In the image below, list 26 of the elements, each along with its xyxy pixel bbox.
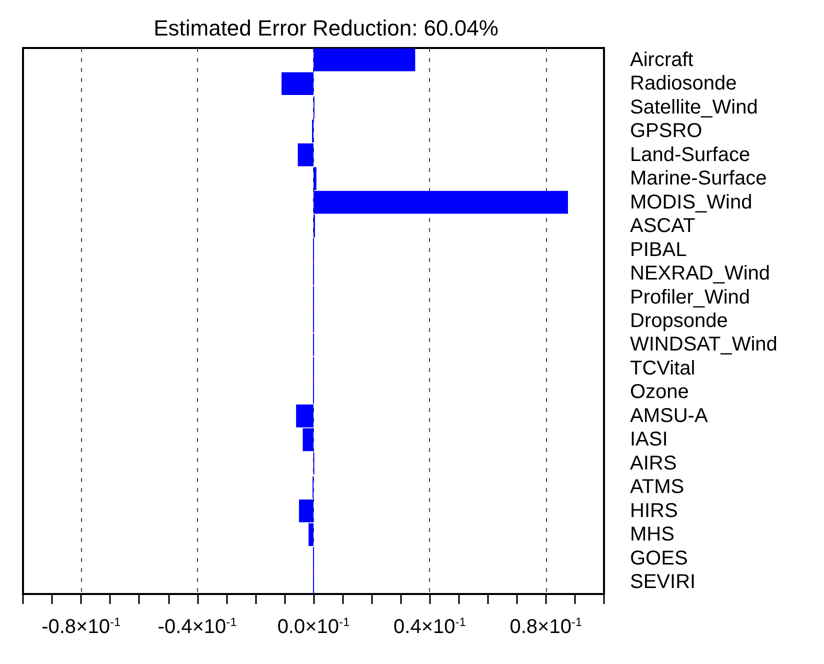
- y-tick-label: HIRS: [630, 500, 678, 522]
- y-tick-label: AIRS: [630, 452, 677, 474]
- y-tick-label: MHS: [630, 524, 674, 546]
- y-tick-label: MODIS_Wind: [630, 191, 752, 214]
- y-tick-label: Marine-Surface: [630, 168, 767, 190]
- bar: [282, 72, 314, 96]
- y-tick-label: IASI: [630, 428, 668, 451]
- y-tick-label: TCVital: [630, 357, 696, 380]
- y-tick-label: Satellite_Wind: [630, 96, 758, 118]
- y-tick-label: Ozone: [630, 381, 689, 404]
- y-tick-label: PIBAL: [630, 238, 687, 261]
- y-tick-label: Land-Surface: [630, 144, 750, 166]
- bar: [314, 48, 416, 72]
- y-tick-label: WINDSAT_Wind: [630, 334, 778, 356]
- y-tick-label: GOES: [630, 547, 688, 570]
- chart-title: Estimated Error Reduction: 60.04%: [154, 16, 498, 40]
- y-tick-label: ATMS: [630, 476, 684, 498]
- y-tick-label: AMSU-A: [630, 404, 708, 427]
- y-tick-label: Aircraft: [630, 48, 694, 71]
- y-tick-label: Radiosonde: [630, 72, 737, 95]
- y-tick-label: Dropsonde: [630, 310, 728, 332]
- y-tick-label: NEXRAD_Wind: [630, 262, 770, 285]
- y-tick-label: Profiler_Wind: [630, 286, 750, 308]
- y-tick-label: SEVIRI: [630, 571, 696, 594]
- y-tick-label: GPSRO: [630, 120, 702, 142]
- y-tick-label: ASCAT: [630, 215, 696, 238]
